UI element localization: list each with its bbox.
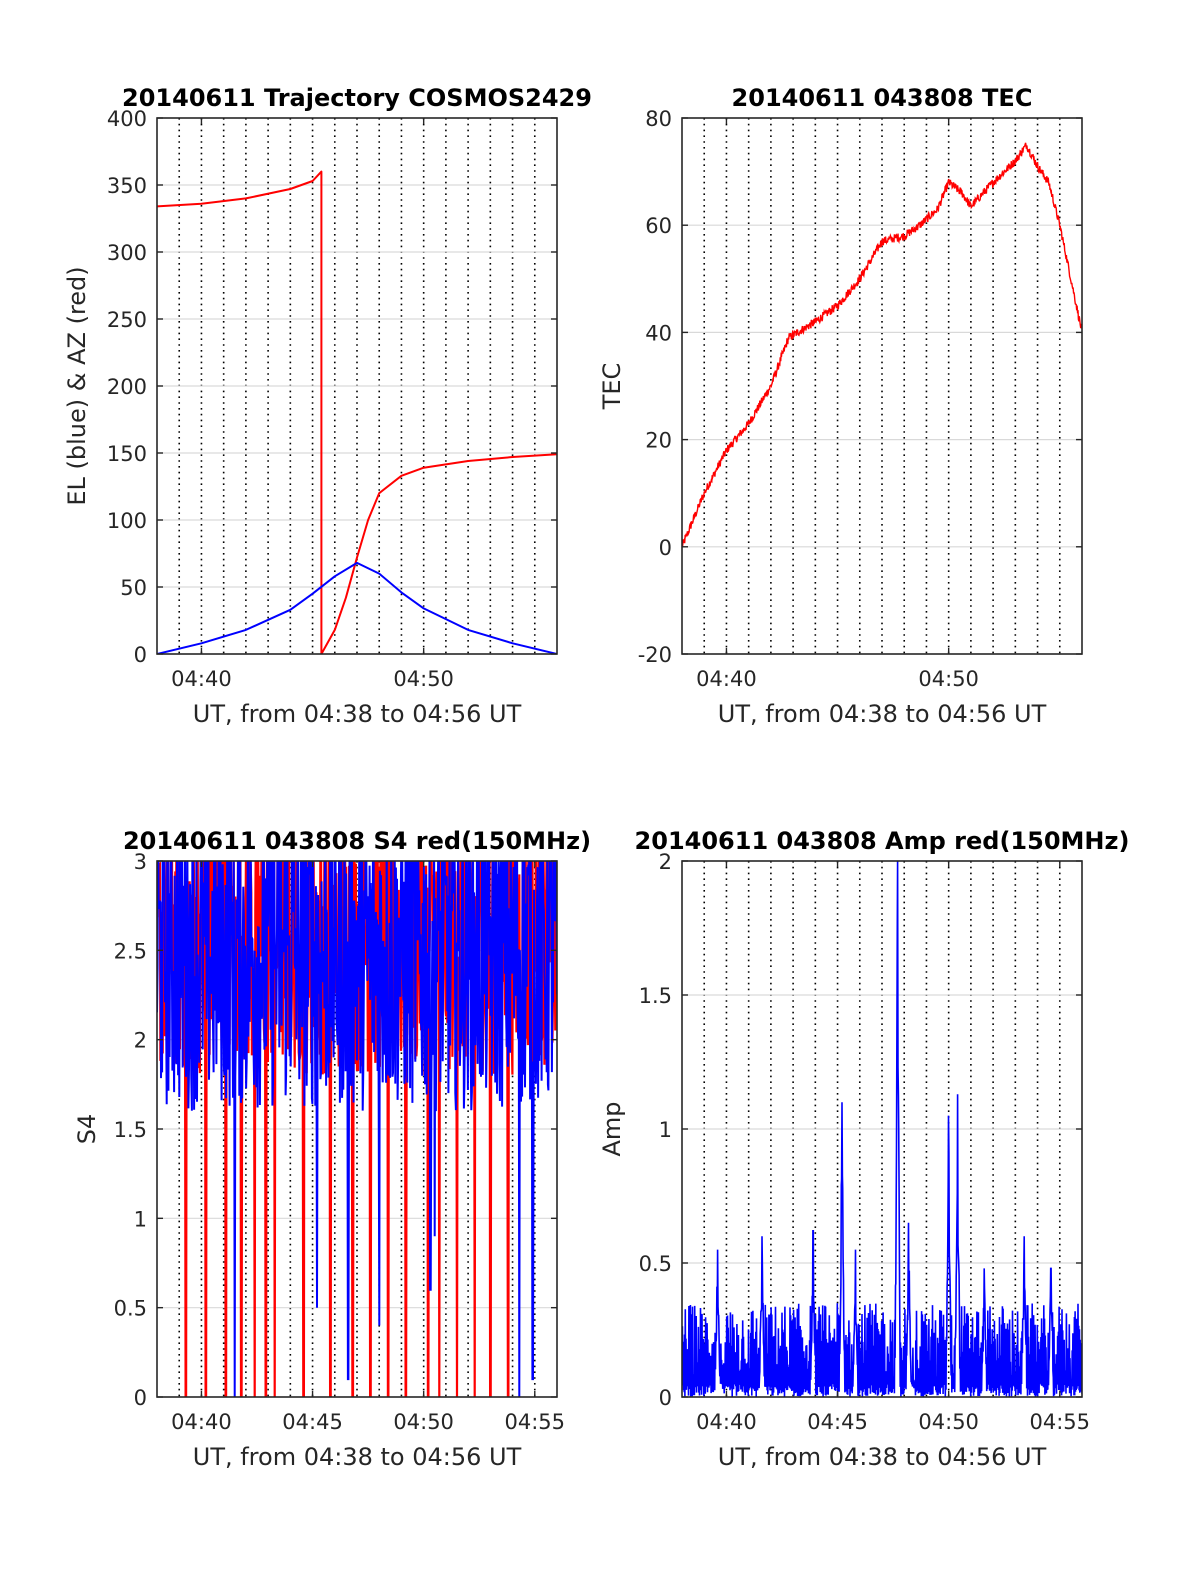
- x-tick-label: 04:45: [282, 1410, 343, 1434]
- y-axis-label: TEC: [598, 363, 626, 411]
- x-axis-label: UT, from 04:38 to 04:56 UT: [193, 1443, 522, 1471]
- y-tick-label: 50: [120, 576, 147, 600]
- minute-grid: [703, 118, 1061, 654]
- y-tick-label: 2: [659, 850, 672, 874]
- y-tick-label: 200: [107, 375, 147, 399]
- series-group: [682, 142, 1082, 548]
- x-tick-label: 04:55: [1030, 1410, 1091, 1434]
- y-tick-label: -20: [638, 643, 672, 667]
- x-tick-label: 04:50: [918, 1410, 979, 1434]
- y-tick-label: 1.5: [639, 984, 672, 1008]
- series-group: [157, 861, 557, 1397]
- y-tick-label: 150: [107, 442, 147, 466]
- trajectory-plot: 0 50 100 150 200 250 300 350 400 04:40 04:50 201406…: [63, 84, 592, 728]
- x-tick-label: 04:40: [171, 667, 232, 691]
- series-group: [157, 170, 557, 654]
- azimuth-line: [157, 170, 557, 654]
- y-tick-label: 3: [134, 850, 147, 874]
- y-axis-label: EL (blue) & AZ (red): [63, 266, 91, 505]
- y-tick-label: 0: [134, 1386, 147, 1410]
- x-tick-label: 04:50: [918, 667, 979, 691]
- chart-title: 20140611 043808 S4 red(150MHz): [123, 827, 591, 855]
- chart-title: 20140611 043808 Amp red(150MHz): [635, 827, 1130, 855]
- y-tick-label: 1.5: [114, 1118, 147, 1142]
- y-tick-label: 100: [107, 509, 147, 533]
- y-tick-label: 20: [645, 429, 672, 453]
- y-tick-label: 0: [659, 1386, 672, 1410]
- x-tick-label: 04:50: [393, 667, 454, 691]
- y-tick-label: 1: [134, 1207, 147, 1231]
- y-tick-label: 0: [659, 536, 672, 560]
- y-tick-label: 1: [659, 1118, 672, 1142]
- s4-blue-series: [157, 861, 557, 1397]
- tec-plot: -20 0 20 40 60 80 04:40 04:50 20140611 043808 TE…: [598, 84, 1083, 728]
- x-tick-label: 04:50: [393, 1410, 454, 1434]
- amp-plot: 0 0.5 1 1.5 2 04:40 04:45 04:50 04:55 20140611 04…: [598, 827, 1129, 1471]
- tec-series-line: [682, 142, 1082, 548]
- x-axis-label: UT, from 04:38 to 04:56 UT: [718, 1443, 1047, 1471]
- y-tick-label: 0.5: [639, 1252, 672, 1276]
- y-tick-label: 2.5: [114, 939, 147, 963]
- x-axis-label: UT, from 04:38 to 04:56 UT: [718, 700, 1047, 728]
- y-tick-label: 80: [645, 107, 672, 131]
- amp-blue-series: [682, 861, 1082, 1397]
- y-axis-label: S4: [73, 1114, 101, 1145]
- chart-title: 20140611 043808 TEC: [732, 84, 1033, 112]
- y-tick-label: 400: [107, 107, 147, 131]
- y-tick-label: 0: [134, 643, 147, 667]
- x-axis-label: UT, from 04:38 to 04:56 UT: [193, 700, 522, 728]
- elevation-line: [157, 561, 557, 654]
- x-tick-label: 04:40: [171, 1410, 232, 1434]
- x-tick-label: 04:55: [505, 1410, 566, 1434]
- chart-title: 20140611 Trajectory COSMOS2429: [122, 84, 592, 112]
- series-group: [682, 861, 1082, 1397]
- y-axis-label: Amp: [598, 1101, 626, 1156]
- x-tick-label: 04:45: [807, 1410, 868, 1434]
- y-tick-label: 300: [107, 241, 147, 265]
- y-grid: [682, 994, 1082, 1264]
- y-tick-label: 2: [134, 1029, 147, 1053]
- y-tick-label: 350: [107, 174, 147, 198]
- y-tick-label: 250: [107, 308, 147, 332]
- y-grid: [682, 224, 1082, 548]
- y-grid: [157, 184, 557, 588]
- y-tick-label: 40: [645, 321, 672, 345]
- y-tick-label: 60: [645, 214, 672, 238]
- axes-box: [681, 117, 1083, 655]
- y-tick-label: 0.5: [114, 1297, 147, 1321]
- s4-plot: 0 0.5 1 1.5 2 2.5 3 04:40 04:45 04:50 04:55 2014061…: [73, 827, 591, 1471]
- x-tick-label: 04:40: [696, 1410, 757, 1434]
- x-tick-label: 04:40: [696, 667, 757, 691]
